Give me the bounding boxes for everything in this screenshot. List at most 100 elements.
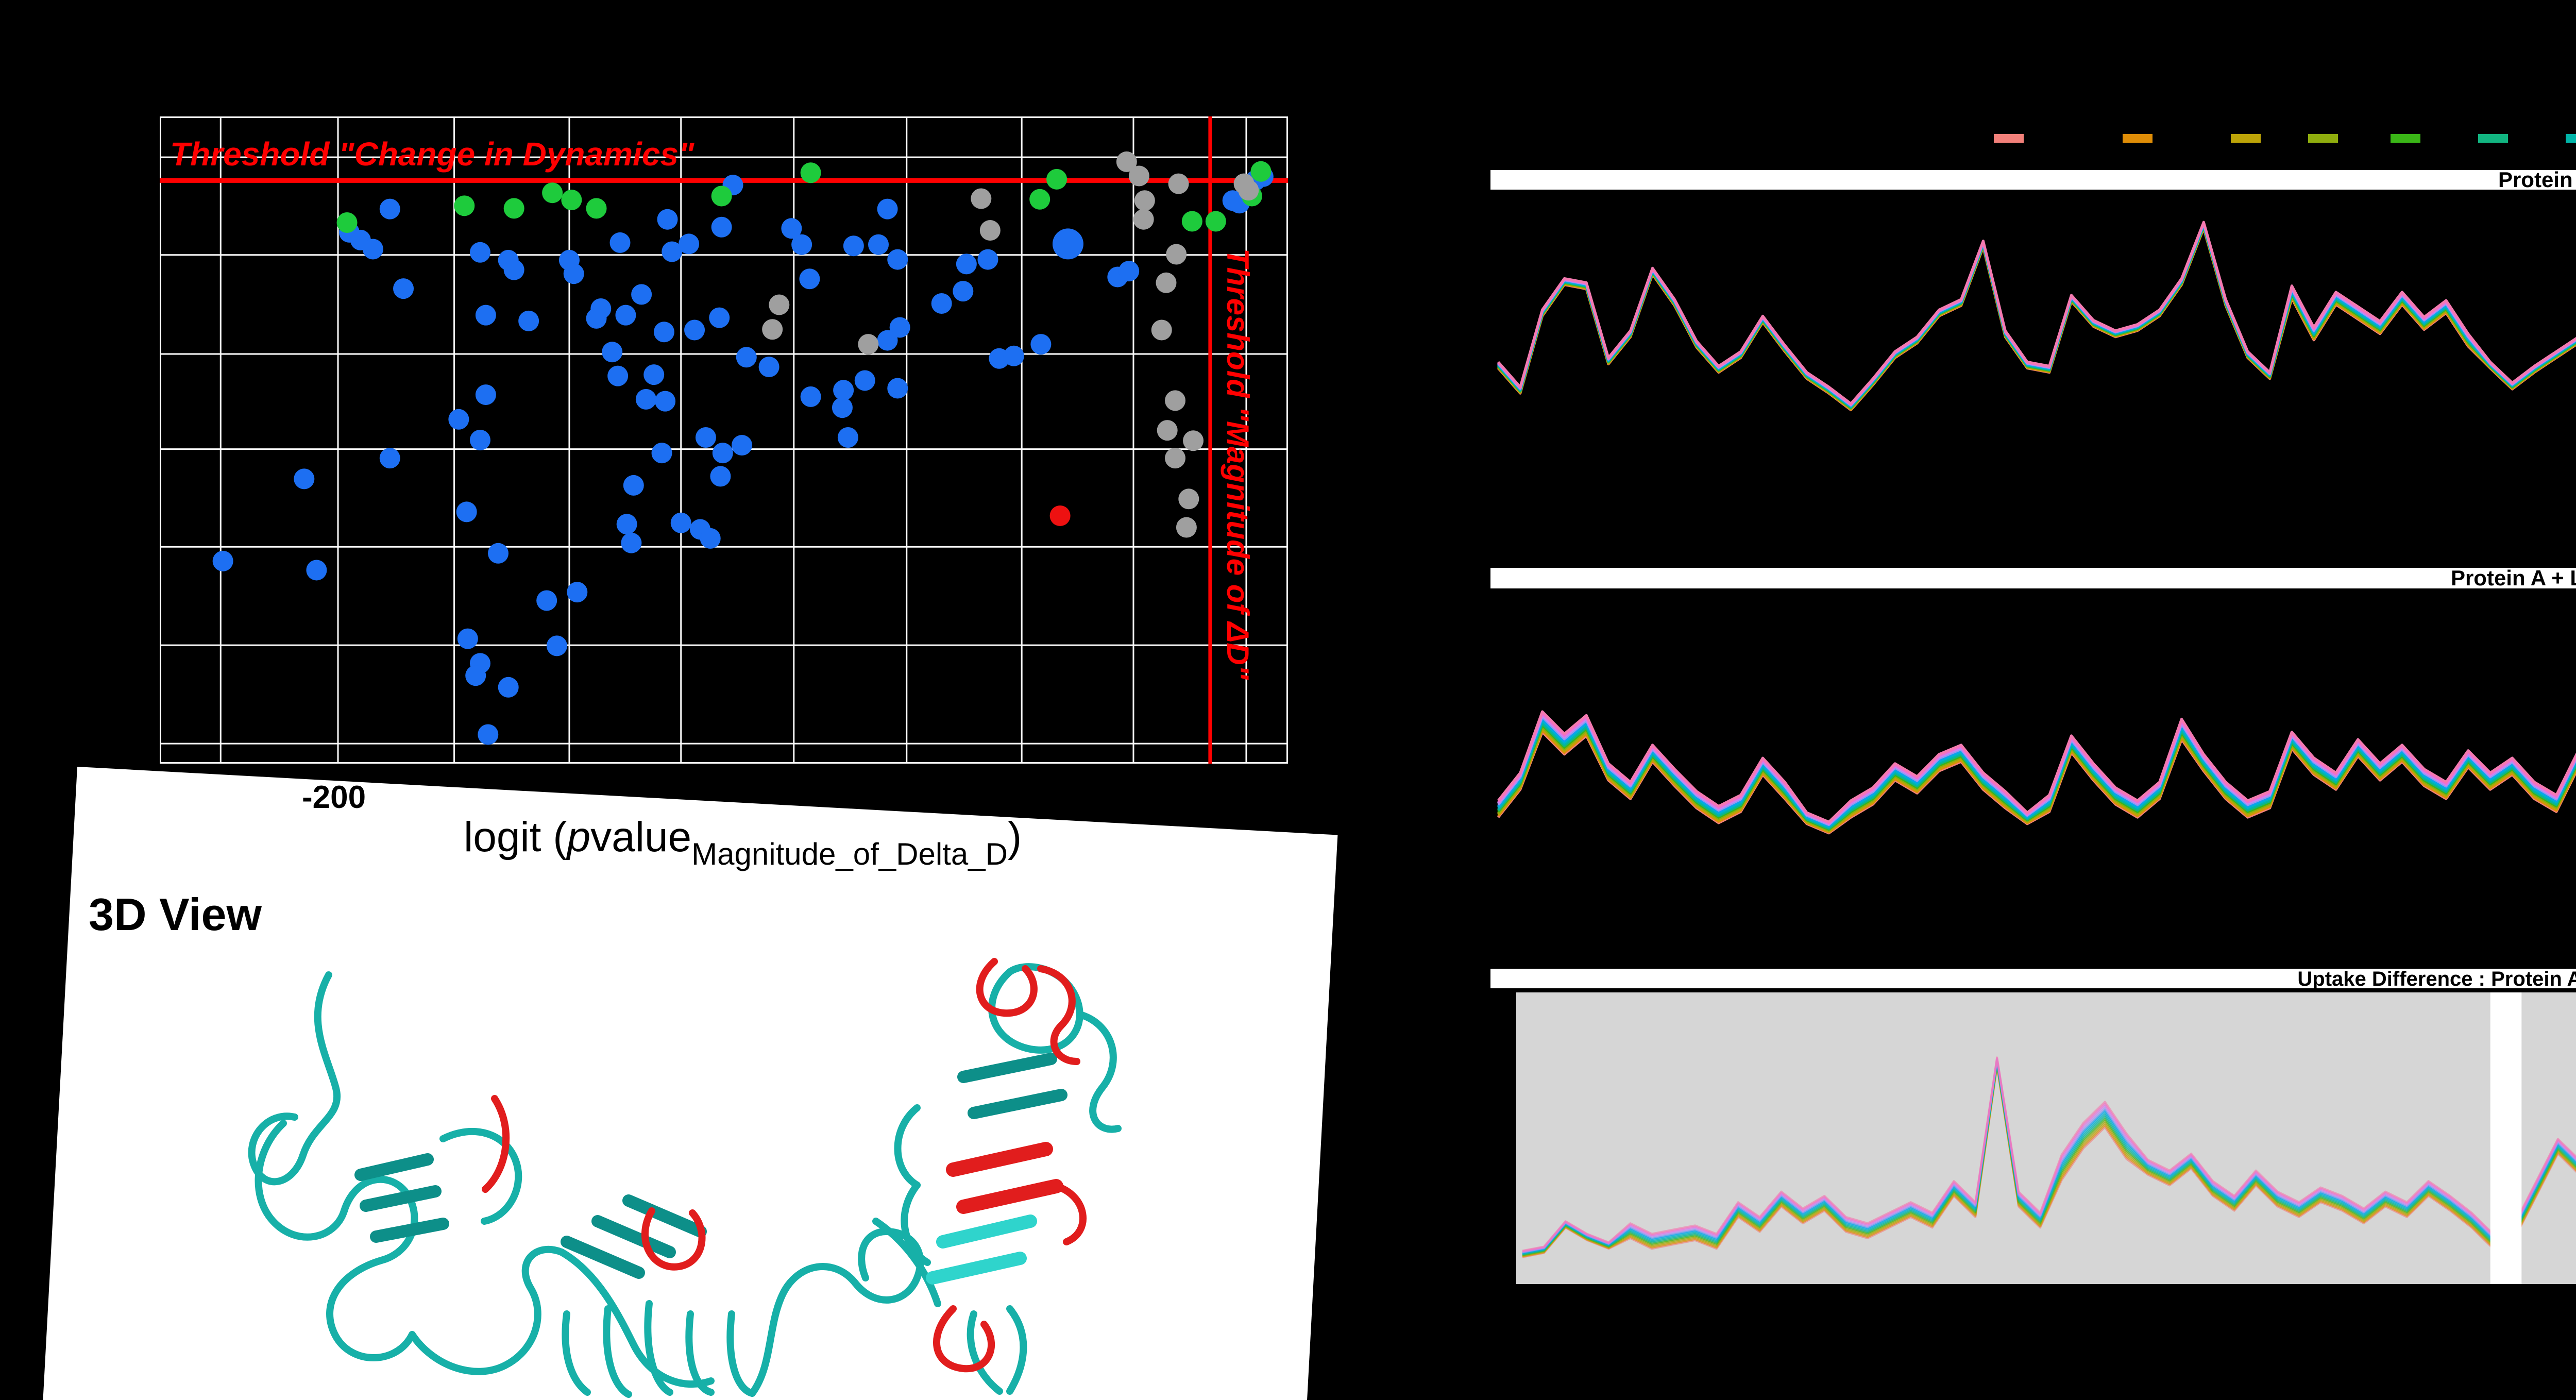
volcano-point[interactable]: [877, 198, 898, 220]
volcano-point[interactable]: [868, 234, 889, 255]
volcano-point[interactable]: [518, 310, 539, 331]
volcano-point[interactable]: [586, 198, 607, 219]
volcano-point[interactable]: [843, 235, 864, 257]
protein-ribbon-viewer[interactable]: [206, 953, 1340, 1400]
volcano-point[interactable]: [561, 190, 582, 211]
volcano-point[interactable]: [362, 239, 383, 260]
volcano-point[interactable]: [1030, 334, 1052, 355]
volcano-point[interactable]: [931, 293, 952, 314]
legend-swatch-timepoint-1[interactable]: [1994, 134, 2024, 143]
volcano-point[interactable]: [684, 319, 705, 341]
volcano-point[interactable]: [800, 162, 821, 183]
volcano-point[interactable]: [1165, 390, 1185, 411]
volcano-point[interactable]: [711, 185, 732, 207]
volcano-point[interactable]: [833, 380, 854, 401]
uptake-line-timepoint-2[interactable]: [1497, 226, 2576, 411]
volcano-point[interactable]: [1205, 211, 1226, 232]
volcano-point[interactable]: [651, 443, 672, 464]
uptake-line-timepoint-3[interactable]: [1497, 226, 2576, 411]
volcano-point[interactable]: [758, 357, 779, 378]
volcano-point[interactable]: [877, 330, 898, 351]
volcano-point[interactable]: [709, 307, 730, 328]
volcano-point[interactable]: [762, 319, 783, 340]
volcano-point[interactable]: [800, 386, 821, 407]
uptake-line-timepoint-11[interactable]: [1497, 675, 2576, 825]
volcano-point[interactable]: [769, 294, 790, 315]
volcano-point[interactable]: [956, 254, 977, 275]
volcano-point[interactable]: [670, 512, 691, 533]
volcano-point[interactable]: [448, 409, 469, 430]
volcano-point[interactable]: [212, 550, 233, 571]
volcano-point[interactable]: [609, 232, 631, 253]
volcano-point[interactable]: [503, 259, 524, 280]
volcano-point[interactable]: [1168, 173, 1189, 194]
volcano-point[interactable]: [1029, 189, 1050, 210]
uptake-chart-protein-a[interactable]: [1490, 190, 2576, 566]
volcano-point[interactable]: [457, 628, 478, 649]
legend-swatch-timepoint-2[interactable]: [2123, 134, 2153, 143]
volcano-point[interactable]: [469, 242, 490, 263]
volcano-point[interactable]: [889, 317, 910, 338]
volcano-point[interactable]: [1183, 430, 1204, 451]
volcano-point[interactable]: [475, 305, 496, 326]
volcano-point[interactable]: [454, 195, 475, 216]
volcano-point[interactable]: [858, 334, 879, 355]
uptake-line-timepoint-13[interactable]: [1497, 670, 2576, 823]
volcano-point[interactable]: [781, 218, 802, 239]
volcano-point[interactable]: [799, 268, 820, 290]
volcano-point[interactable]: [1046, 168, 1067, 190]
volcano-point[interactable]: [607, 365, 629, 386]
volcano-point[interactable]: [478, 724, 499, 745]
volcano-point[interactable]: [503, 198, 524, 219]
volcano-point[interactable]: [657, 209, 678, 230]
volcano-point[interactable]: [977, 249, 998, 270]
volcano-point[interactable]: [306, 560, 327, 581]
volcano-point[interactable]: [616, 514, 637, 535]
legend-swatch-timepoint-3[interactable]: [2231, 134, 2261, 143]
volcano-point[interactable]: [542, 182, 563, 204]
volcano-point[interactable]: [1176, 517, 1197, 538]
volcano-point[interactable]: [475, 384, 496, 406]
volcano-point[interactable]: [1166, 244, 1187, 265]
uptake-chart-protein-a-ligand[interactable]: [1490, 587, 2576, 967]
volcano-point[interactable]: [1049, 505, 1071, 526]
volcano-point[interactable]: [635, 389, 656, 410]
volcano-point[interactable]: [1233, 173, 1255, 194]
volcano-point[interactable]: [837, 427, 858, 448]
volcano-point[interactable]: [854, 370, 875, 391]
volcano-point[interactable]: [712, 443, 733, 464]
volcano-point[interactable]: [465, 665, 486, 686]
volcano-point[interactable]: [623, 475, 644, 496]
volcano-point[interactable]: [602, 342, 623, 363]
volcano-point[interactable]: [615, 305, 636, 326]
legend-swatch-timepoint-5[interactable]: [2391, 134, 2420, 143]
volcano-point[interactable]: [294, 468, 315, 490]
uptake-line-timepoint-13[interactable]: [1497, 219, 2576, 405]
volcano-point[interactable]: [1134, 190, 1155, 211]
volcano-point[interactable]: [336, 212, 358, 233]
volcano-point[interactable]: [1151, 319, 1172, 341]
volcano-point[interactable]: [832, 397, 853, 418]
volcano-point[interactable]: [653, 322, 674, 343]
volcano-point[interactable]: [536, 590, 557, 611]
volcano-point[interactable]: [655, 391, 676, 412]
volcano-point[interactable]: [498, 677, 519, 698]
volcano-point[interactable]: [1250, 161, 1272, 182]
volcano-point[interactable]: [379, 448, 400, 469]
legend-swatch-timepoint-4[interactable]: [2308, 134, 2338, 143]
volcano-point[interactable]: [1118, 261, 1140, 282]
volcano-plot[interactable]: [160, 116, 1288, 764]
volcano-point[interactable]: [1178, 488, 1199, 510]
volcano-point[interactable]: [621, 532, 642, 553]
volcano-point[interactable]: [546, 635, 567, 656]
legend-swatch-timepoint-7[interactable]: [2566, 134, 2576, 143]
volcano-point[interactable]: [379, 198, 400, 220]
volcano-point[interactable]: [679, 233, 700, 255]
volcano-point[interactable]: [1165, 448, 1185, 469]
volcano-point[interactable]: [643, 364, 665, 385]
volcano-point[interactable]: [971, 188, 992, 209]
volcano-point[interactable]: [586, 308, 607, 329]
volcano-point[interactable]: [791, 234, 812, 255]
uptake-difference-chart[interactable]: [1490, 988, 2576, 1288]
volcano-point[interactable]: [979, 220, 1001, 241]
